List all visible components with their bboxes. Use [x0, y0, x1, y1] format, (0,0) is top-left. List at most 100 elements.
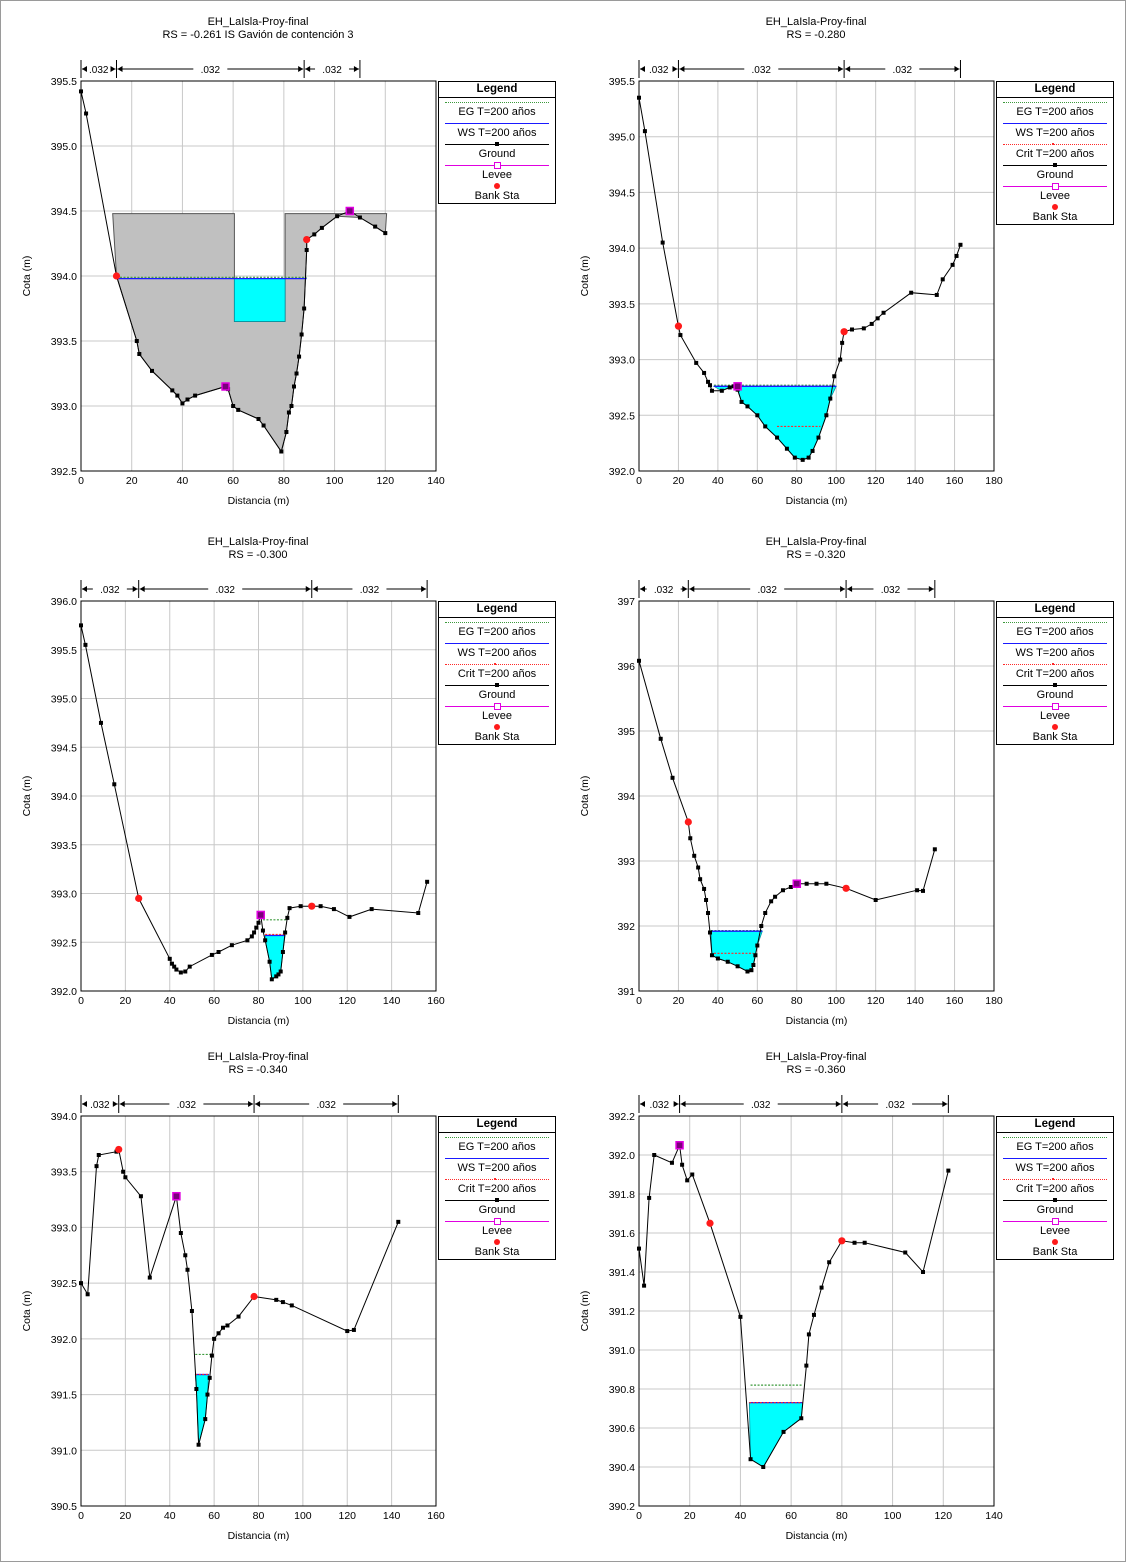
ground-point: [698, 877, 703, 882]
ground-point: [203, 1417, 208, 1422]
ground-point: [207, 1375, 212, 1380]
legend-label: Ground: [478, 689, 516, 701]
ground-point: [775, 435, 780, 440]
ground-point: [799, 1416, 804, 1421]
y-tick-label: 395.5: [609, 76, 635, 88]
ground-point: [934, 292, 939, 297]
cross-section-panel-rs-0261: EH_LaIsla-Proy-final RS = -0.261 IS Gavió…: [6, 11, 562, 531]
x-tick-label: 40: [712, 475, 724, 487]
legend-title: Legend: [997, 602, 1113, 618]
x-tick-label: 140: [383, 1510, 401, 1522]
manning-arrow-head: [835, 1101, 841, 1107]
ground-point: [875, 316, 880, 321]
cross-section-panel-rs-0360: EH_LaIsla-Proy-final RS = -0.360 0 20 40 60 80…: [564, 1046, 1120, 1566]
x-tick-label: 40: [735, 1510, 747, 1522]
ground-point: [98, 720, 103, 725]
x-tick-label: 80: [253, 1510, 265, 1522]
chart-legend: Legend EG T=200 años WS T=200 años Crit T=2…: [438, 601, 556, 745]
ground-point: [763, 424, 768, 429]
y-tick-label: 391: [617, 986, 635, 998]
y-tick-label: 392: [617, 921, 635, 933]
legend-item-eg: EG T=200 años: [439, 618, 555, 639]
legend-title: Legend: [439, 82, 555, 98]
ground-point: [652, 1153, 657, 1157]
manning-label-bg: [169, 1098, 204, 1110]
y-tick-label: 392.2: [609, 1111, 635, 1123]
ground-point: [123, 1175, 128, 1180]
ground-point: [824, 881, 829, 886]
x-tick-label: 40: [712, 995, 724, 1007]
ground-point: [96, 1153, 101, 1157]
legend-symbol: [441, 98, 553, 106]
legend-label: EG T=200 años: [1016, 626, 1094, 638]
ground-point: [170, 388, 175, 393]
legend-item-crit: Crit T=200 años: [439, 660, 555, 681]
ground-point: [763, 911, 768, 915]
ground-point: [769, 899, 774, 904]
manning-arrow-head: [682, 586, 688, 592]
legend-label: Crit T=200 años: [1015, 1183, 1095, 1195]
ground-point: [297, 354, 302, 359]
y-tick-label: 393.0: [51, 401, 77, 413]
water-area: [712, 385, 837, 461]
ground-point: [94, 1164, 99, 1169]
ground-point: [773, 894, 778, 899]
ground-point: [196, 1442, 201, 1447]
chart-subtitle: RS = -0.280: [786, 29, 845, 41]
ground-point: [85, 1292, 90, 1297]
cross-section-panel-rs-0280: EH_LaIsla-Proy-final RS = -0.280 0 20 40 60 80…: [564, 11, 1120, 531]
legend-title: Legend: [439, 602, 555, 618]
chart-legend: Legend EG T=200 años WS T=200 años Crit T=2…: [996, 81, 1114, 225]
ground-point: [824, 413, 829, 418]
ground-point: [738, 1314, 743, 1319]
ground-point: [284, 430, 289, 434]
ground-point: [709, 388, 714, 393]
legend-symbol: [441, 639, 553, 647]
y-axis-label: Cota (m): [579, 256, 591, 297]
legend-label: Bank Sta: [474, 731, 520, 743]
ground-point: [702, 370, 707, 375]
manning-n-label: .032: [201, 65, 221, 76]
x-tick-label: 60: [208, 995, 220, 1007]
y-tick-label: 392.5: [51, 1278, 77, 1290]
manning-arrow-head: [298, 66, 304, 72]
legend-item-eg: EG T=200 años: [439, 1133, 555, 1154]
legend-label: WS T=200 años: [457, 127, 537, 139]
y-tick-label: 396.0: [51, 596, 77, 608]
y-axis-label: Cota (m): [21, 1291, 33, 1332]
ground-point: [261, 423, 266, 428]
y-tick-label: 393.0: [51, 889, 77, 901]
legend-label: Bank Sta: [474, 190, 520, 202]
y-tick-label: 393.5: [609, 299, 635, 311]
legend-symbol: [441, 1154, 553, 1162]
x-tick-label: 100: [326, 475, 344, 487]
ground-line: [80, 1148, 399, 1445]
bank-station-marker: [684, 818, 692, 826]
ground-point: [873, 898, 878, 902]
legend-item-ws: WS T=200 años: [997, 1154, 1113, 1175]
x-tick-label: 120: [867, 475, 885, 487]
ground-point: [225, 1323, 230, 1328]
x-tick-label: 140: [906, 995, 924, 1007]
manning-label-bg: [315, 63, 350, 75]
ground-point: [702, 886, 707, 891]
manning-label-bg: [646, 583, 681, 595]
ground-point: [832, 374, 837, 379]
x-tick-label: 160: [946, 475, 964, 487]
ground-point: [658, 736, 663, 741]
legend-symbol: [999, 161, 1111, 169]
legend-symbol: [999, 723, 1111, 731]
levee-marker: [675, 1141, 684, 1150]
ground-point: [816, 435, 821, 440]
x-tick-label: 20: [120, 995, 132, 1007]
x-tick-label: 80: [253, 995, 265, 1007]
x-tick-label: 120: [338, 1510, 356, 1522]
ground-point: [678, 333, 683, 338]
legend-label: WS T=200 años: [457, 1162, 537, 1174]
legend-symbol: [441, 1196, 553, 1204]
ground-point: [811, 1312, 816, 1317]
x-axis-label: Distancia (m): [786, 1530, 848, 1542]
